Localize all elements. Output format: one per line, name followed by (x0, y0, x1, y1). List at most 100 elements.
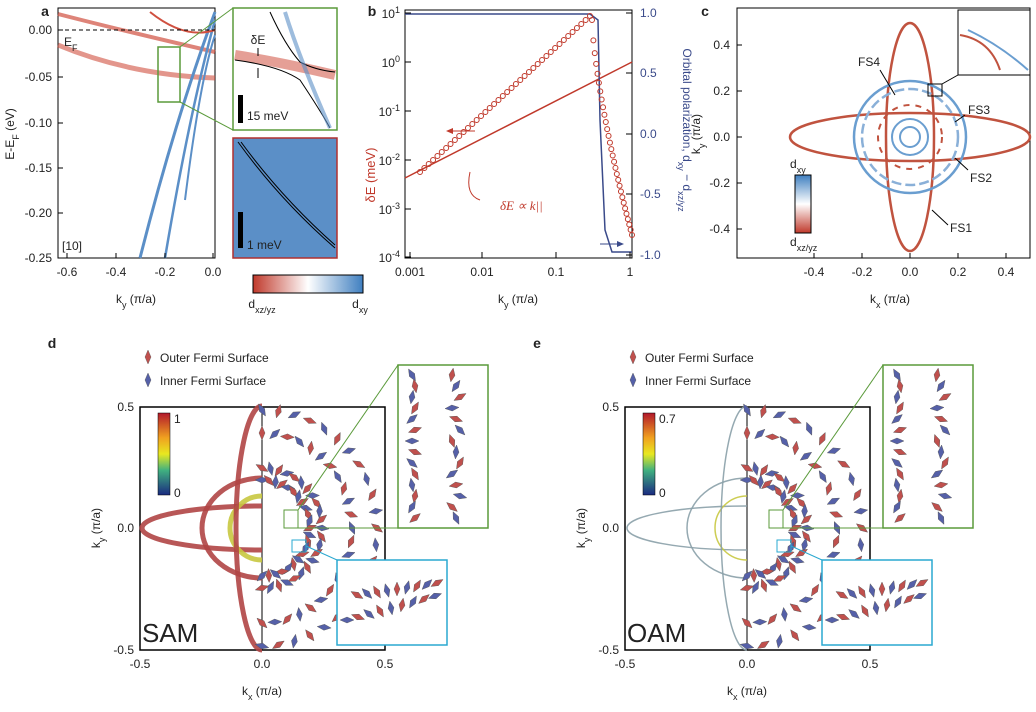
marker (604, 126, 611, 133)
colorbar (794, 174, 812, 234)
scale-bar (238, 212, 243, 248)
label-part: d (248, 297, 255, 311)
spin-arrow (276, 479, 288, 490)
spin-arrow (334, 432, 341, 446)
spin-arrow (743, 425, 751, 441)
panel-tag: OAM (627, 618, 686, 648)
spin-arrow (368, 488, 377, 502)
spin-arrow (296, 606, 303, 622)
label-leader (954, 114, 966, 123)
marker (430, 157, 437, 163)
spin-arrow (407, 448, 423, 456)
spin-arrow (295, 550, 310, 558)
spin-arrow (340, 481, 347, 496)
spin-arrow (937, 444, 945, 460)
marker (611, 158, 618, 165)
axis-label: kx (π/a) (242, 684, 282, 702)
spin-arrow (754, 569, 767, 579)
label-part: x (248, 692, 253, 702)
fermi-surface (227, 493, 263, 563)
spin-arrow (451, 379, 461, 393)
spin-arrow (833, 534, 840, 549)
marker (608, 146, 615, 153)
spin-arrow (861, 604, 869, 618)
spin-arrow (824, 616, 840, 624)
spin-arrow (818, 470, 827, 484)
marker (597, 88, 604, 95)
marker (626, 221, 633, 228)
spin-arrow (835, 591, 849, 599)
spin-arrow (801, 624, 817, 631)
legend-label: Outer Fermi Surface (645, 351, 754, 365)
spin-arrow (295, 498, 309, 506)
label-part: k (727, 684, 734, 698)
spin-arrow (454, 424, 466, 436)
marker (615, 176, 622, 183)
y-tick-label: 0.2 (713, 84, 730, 98)
spin-arrow (341, 551, 356, 558)
spin-arrow (933, 415, 949, 423)
x-tick-label: -0.2 (852, 265, 873, 279)
spin-arrow (298, 475, 305, 491)
spin-arrow (790, 629, 800, 642)
spin-arrow (275, 578, 282, 593)
spin-arrow (835, 613, 851, 621)
marker (624, 216, 631, 223)
spin-arrow (889, 437, 905, 445)
marker (539, 57, 546, 63)
axis-label: ky (π/a) (89, 508, 107, 548)
label-part: F (72, 43, 78, 53)
spin-arrow (448, 367, 456, 383)
marker (443, 145, 450, 151)
y2-tick-label: 1.0 (640, 6, 657, 20)
spin-arrow (444, 404, 460, 412)
marker (605, 132, 612, 139)
spin-arrow (307, 440, 314, 456)
axis-label: ky (π/a) (498, 292, 538, 310)
axis-label: kx (π/a) (870, 292, 910, 310)
spin-arrow (144, 372, 152, 388)
marker (556, 41, 563, 47)
spin-arrow (254, 584, 270, 592)
spin-arrow (783, 475, 790, 491)
y-tick-label: -0.2 (709, 176, 730, 190)
panel-d-plot (139, 349, 489, 653)
fs-label: FS3 (968, 103, 990, 117)
marker (525, 69, 532, 75)
spin-arrow (398, 597, 406, 613)
spin-arrow (759, 464, 769, 477)
spin-arrow (825, 481, 832, 496)
spin-arrow (298, 504, 313, 512)
y-tick-label: -0.4 (709, 222, 730, 236)
spin-arrow (757, 474, 764, 490)
inset (957, 9, 1031, 76)
spin-arrow (936, 379, 946, 393)
marker (434, 153, 441, 159)
y2-tick-label: -0.5 (640, 187, 661, 201)
label-leader (879, 69, 896, 96)
scale-bar (238, 95, 243, 123)
spin-arrow (915, 579, 929, 587)
spin-arrow (789, 603, 802, 613)
marker (606, 139, 613, 146)
marker (601, 111, 608, 118)
spin-arrow (313, 596, 329, 603)
spin-arrow (857, 537, 865, 553)
spin-arrow (269, 569, 282, 579)
spin-arrow (848, 471, 855, 487)
y-tick-label: 0.4 (713, 38, 730, 52)
spin-arrow (826, 447, 842, 454)
spin-arrow (931, 502, 943, 512)
marker (578, 21, 585, 27)
spin-arrow (937, 511, 945, 525)
spin-arrow (903, 594, 915, 604)
marker (598, 96, 605, 103)
tick-base: 10 (379, 203, 393, 217)
spin-arrow (372, 537, 380, 553)
colorbar-label: 0 (659, 486, 666, 500)
spin-arrow (858, 585, 866, 599)
marker (569, 29, 576, 35)
spin-arrow (893, 368, 901, 382)
zoom-line (782, 364, 884, 511)
spin-arrow (256, 617, 268, 629)
